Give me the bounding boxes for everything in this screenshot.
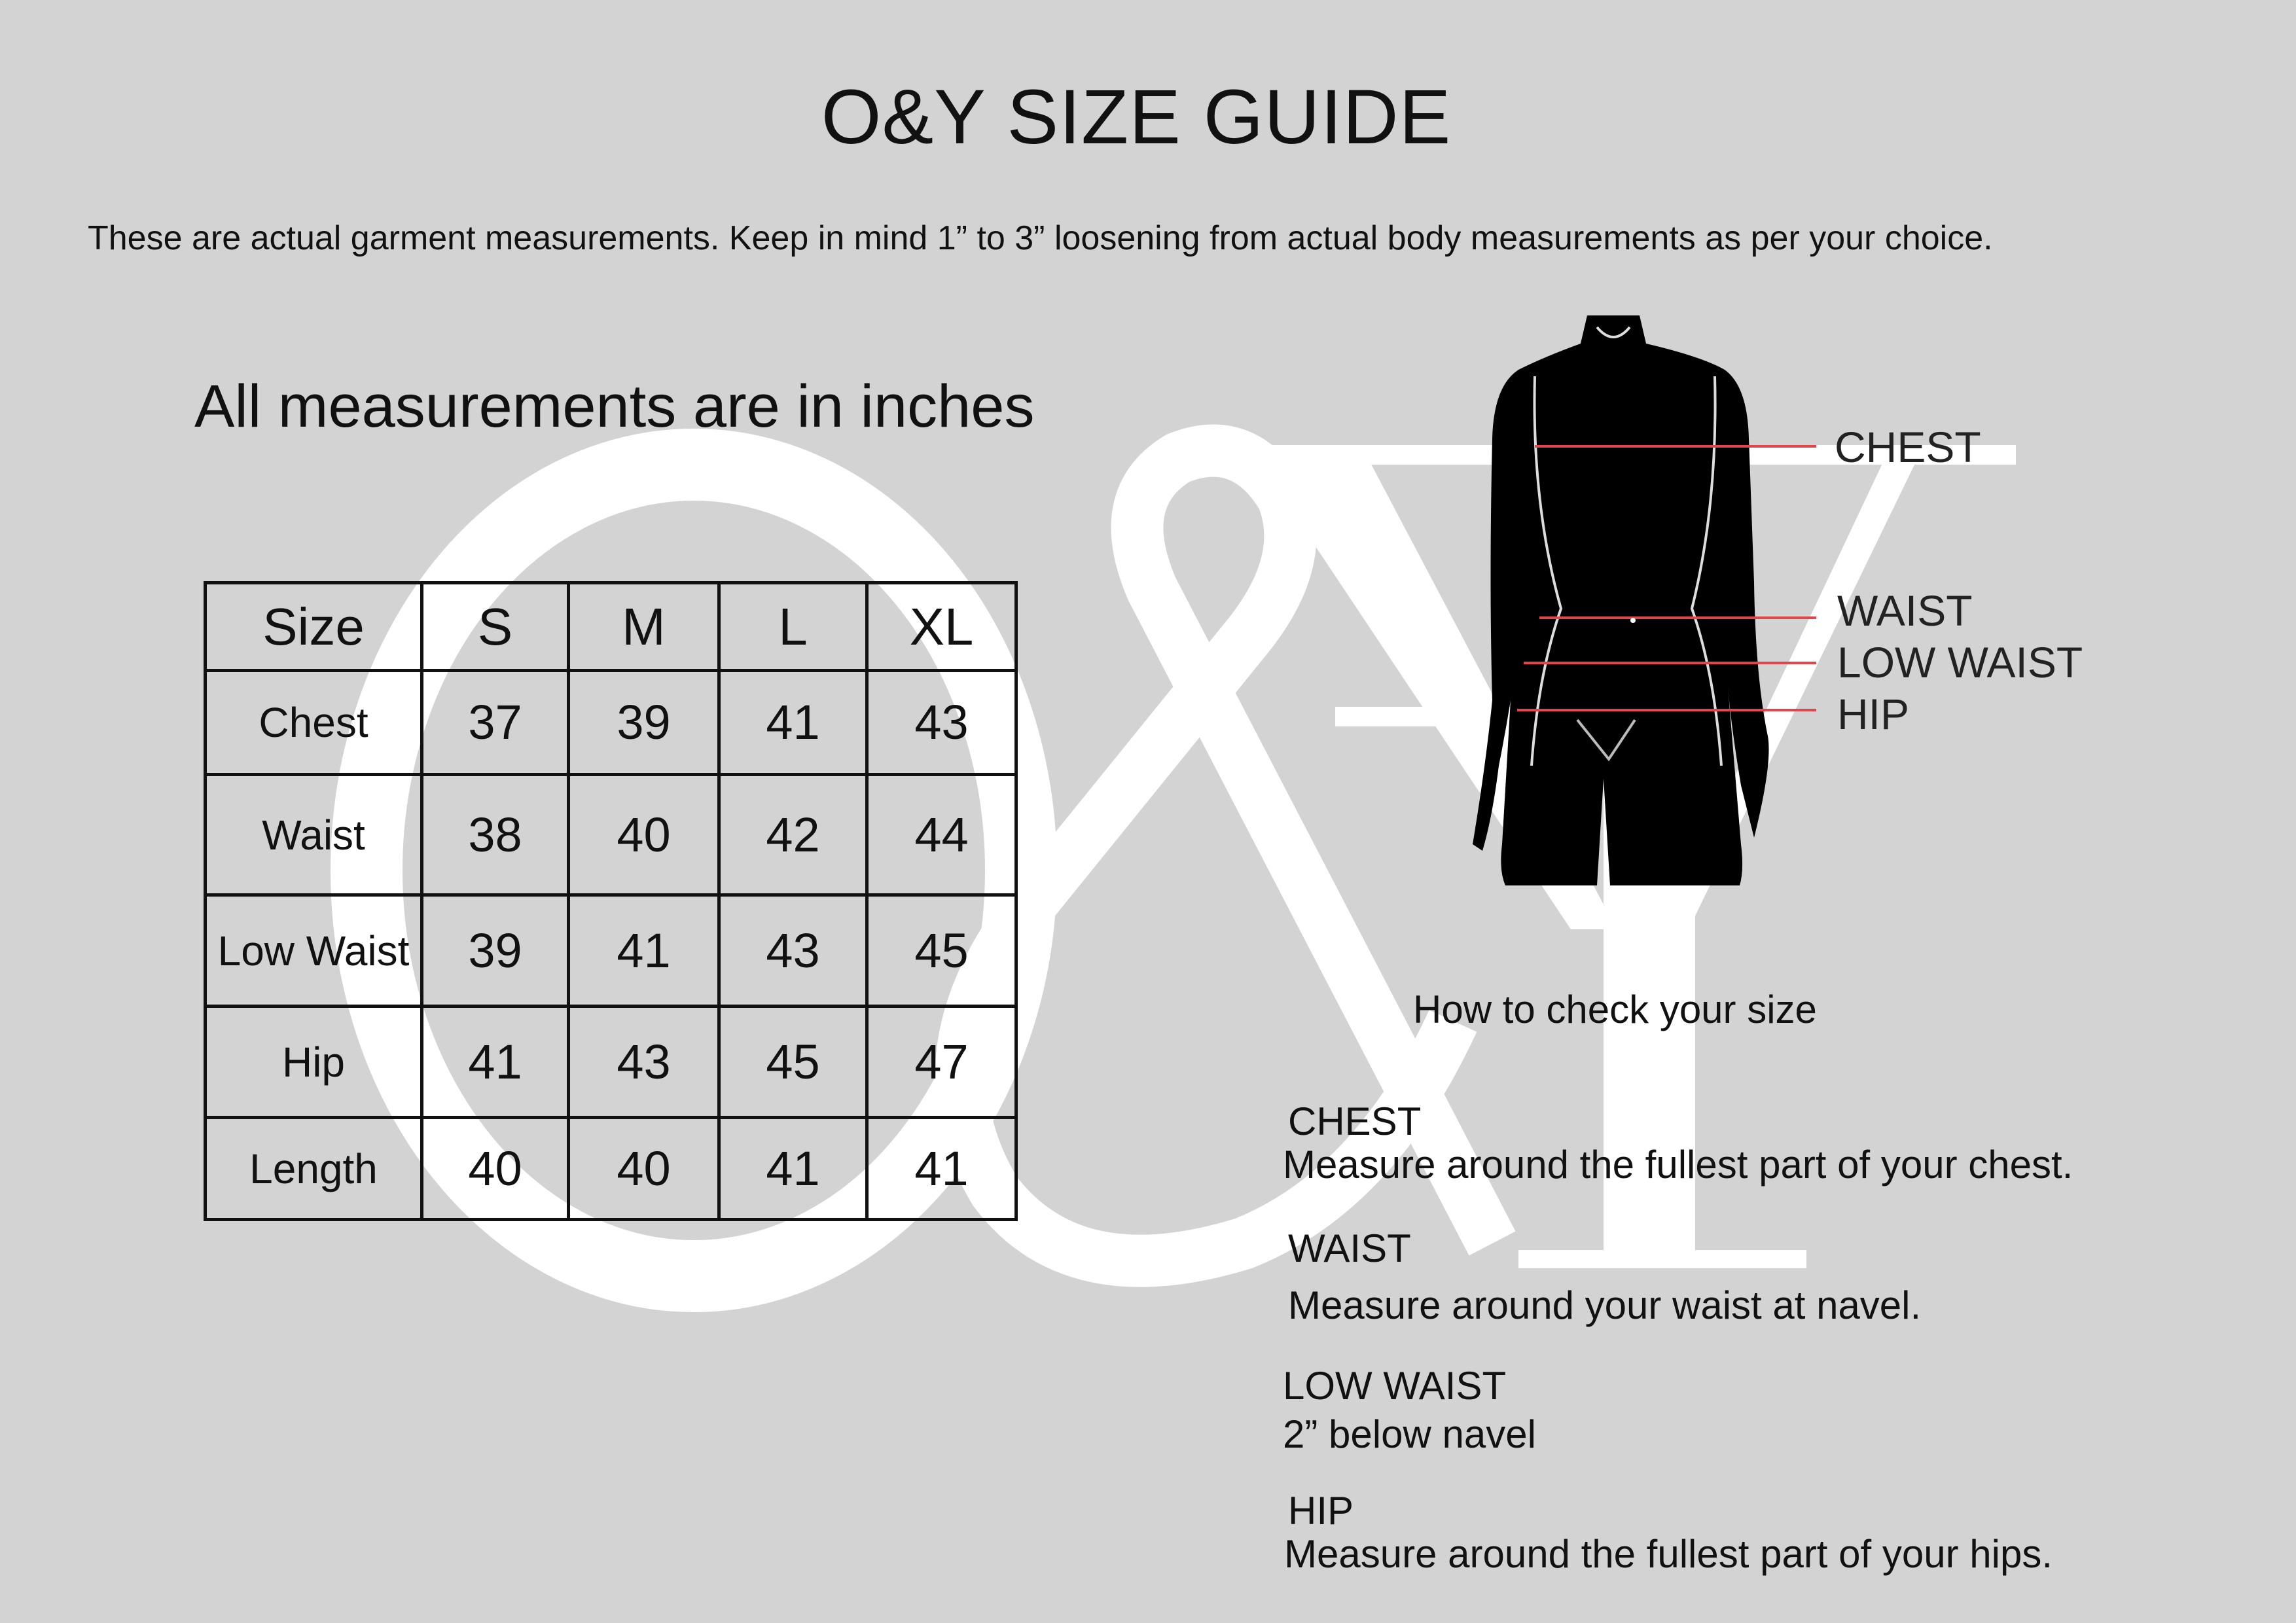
table-cell: 44	[865, 773, 1018, 897]
row-label: Hip	[204, 1005, 423, 1119]
navel-dot	[1630, 618, 1636, 623]
body-silhouette-figure	[1473, 315, 1816, 885]
page-title: O&Y SIZE GUIDE	[821, 74, 1452, 160]
row-label: Waist	[204, 773, 423, 897]
table-cell: 47	[865, 1005, 1018, 1119]
table-cell: 41	[865, 1116, 1018, 1221]
row-label: Chest	[204, 669, 423, 776]
header-cell: Size	[204, 581, 423, 672]
table-cell: 41	[717, 669, 869, 776]
table-row: Chest 37 39 41 43	[204, 669, 1018, 776]
watermark-y-base	[1518, 1250, 1806, 1268]
header-cell: XL	[865, 581, 1018, 672]
figure-label-waist: WAIST	[1837, 586, 1973, 635]
table-row: Hip 41 43 45 47	[204, 1005, 1018, 1119]
table-cell: 41	[717, 1116, 869, 1221]
table-cell: 41	[567, 893, 721, 1008]
table-cell: 40	[567, 1116, 721, 1221]
neckline	[1596, 326, 1631, 338]
table-cell: 38	[420, 773, 570, 897]
size-table: Size S M L XL Chest 37 39 41 43 Waist 38…	[204, 581, 1018, 1221]
body-outline	[1530, 376, 1563, 766]
table-cell: 39	[567, 669, 721, 776]
header-cell: L	[717, 581, 869, 672]
crotch-line	[1576, 719, 1636, 762]
how-to-heading: How to check your size	[1413, 988, 1817, 1031]
how-to-title-chest: CHEST	[1288, 1099, 1422, 1143]
subtitle: These are actual garment measurements. K…	[88, 219, 1993, 257]
figure-label-hip: HIP	[1837, 690, 1910, 738]
how-to-title-hip: HIP	[1288, 1489, 1354, 1533]
table-row: Waist 38 40 42 44	[204, 773, 1018, 897]
table-header-row: Size S M L XL	[204, 581, 1018, 672]
table-row: Length 40 40 41 41	[204, 1116, 1018, 1221]
table-cell: 37	[420, 669, 570, 776]
units-note: All measurements are in inches	[194, 373, 1035, 440]
body-outline	[1690, 376, 1723, 766]
figure-label-chest: CHEST	[1835, 423, 1981, 471]
table-cell: 41	[420, 1005, 570, 1119]
row-label: Length	[204, 1116, 423, 1221]
header-cell: M	[567, 581, 721, 672]
table-cell: 42	[717, 773, 869, 897]
how-to-title-waist: WAIST	[1288, 1226, 1411, 1270]
how-to-desc-chest: Measure around the fullest part of your …	[1283, 1143, 2073, 1186]
table-cell: 40	[420, 1116, 570, 1221]
body-silhouette	[1473, 315, 1769, 885]
table-cell: 40	[567, 773, 721, 897]
table-row: Low Waist 39 41 43 45	[204, 893, 1018, 1008]
table-cell: 45	[865, 893, 1018, 1008]
how-to-desc-hip: Measure around the fullest part of your …	[1284, 1532, 2053, 1576]
how-to-desc-low-waist: 2” below navel	[1283, 1412, 1536, 1456]
table-cell: 43	[717, 893, 869, 1008]
table-cell: 39	[420, 893, 570, 1008]
table-cell: 43	[865, 669, 1018, 776]
figure-label-low-waist: LOW WAIST	[1837, 638, 2083, 687]
row-label: Low Waist	[204, 893, 423, 1008]
table-cell: 45	[717, 1005, 869, 1119]
header-cell: S	[420, 581, 570, 672]
table-cell: 43	[567, 1005, 721, 1119]
how-to-desc-waist: Measure around your waist at navel.	[1288, 1283, 1922, 1327]
how-to-title-low-waist: LOW WAIST	[1283, 1364, 1507, 1408]
